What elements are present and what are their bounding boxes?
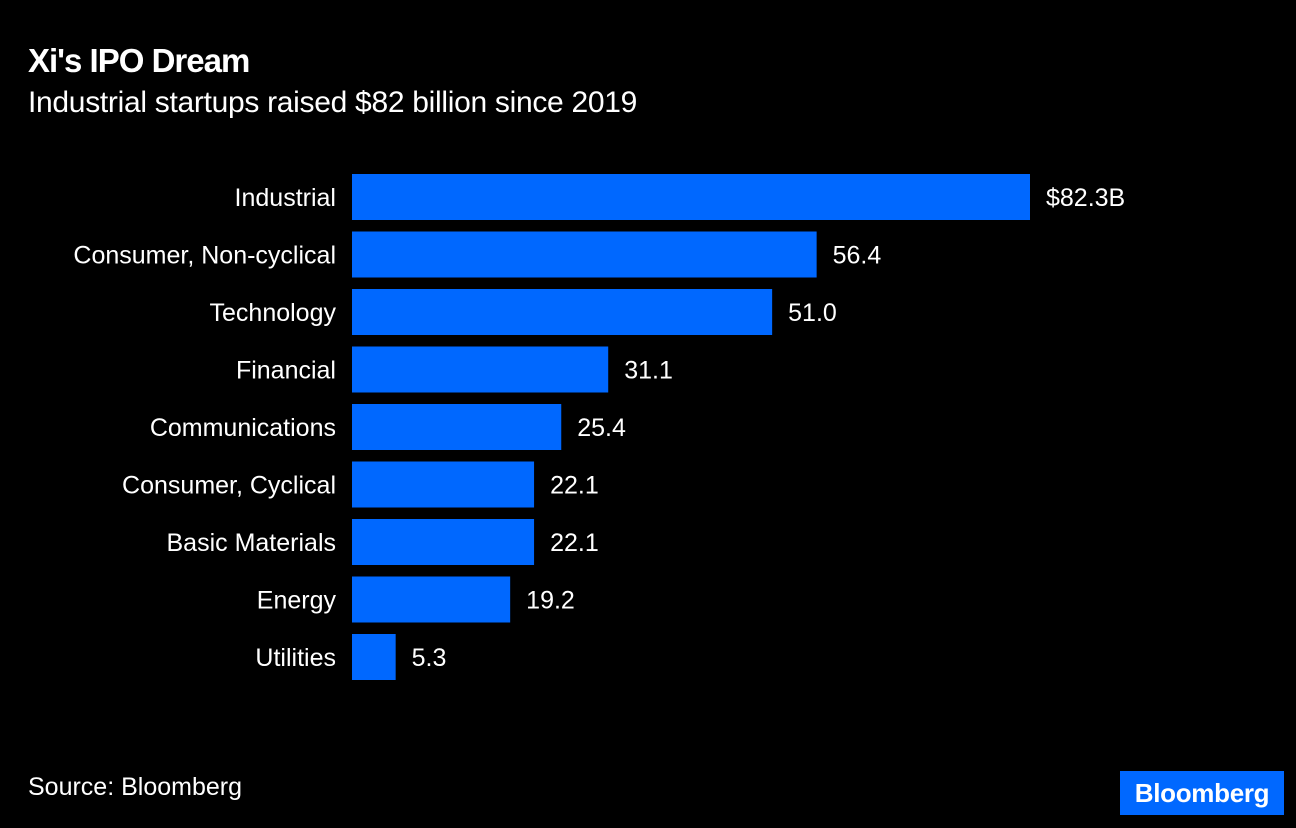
bar [352,174,1030,220]
value-label: 22.1 [550,529,599,557]
category-label: Communications [150,414,336,442]
value-label: 51.0 [788,299,837,327]
value-label: 56.4 [833,242,882,270]
bar [352,461,535,508]
value-label: $82.3B [1046,184,1125,212]
value-label: 19.2 [526,587,575,615]
bar [352,346,609,393]
bar [352,634,396,680]
category-label: Utilities [255,644,336,672]
category-label: Basic Materials [167,529,337,557]
bar [352,231,817,278]
bar [352,289,773,335]
bars-group: Industrial $82.3B Consumer, Non-cyclical 56… [73,174,1125,680]
chart-subtitle: Industrial startups raised $82 billion s… [28,86,638,119]
bar [352,404,562,450]
bar [352,576,511,623]
category-label: Consumer, Non-cyclical [73,242,336,270]
bar [352,519,535,565]
value-label: 5.3 [412,644,447,672]
chart-title: Xi's IPO Dream [28,42,250,79]
bloomberg-logo: Bloomberg [1120,771,1284,815]
value-label: 31.1 [624,357,673,385]
source-note: Source: Bloomberg [28,773,243,801]
category-label: Industrial [235,184,336,212]
category-label: Technology [210,299,337,327]
category-label: Energy [257,587,337,615]
category-label: Financial [236,357,336,385]
value-label: 22.1 [550,472,599,500]
category-label: Consumer, Cyclical [122,472,336,500]
value-label: 25.4 [577,414,626,442]
